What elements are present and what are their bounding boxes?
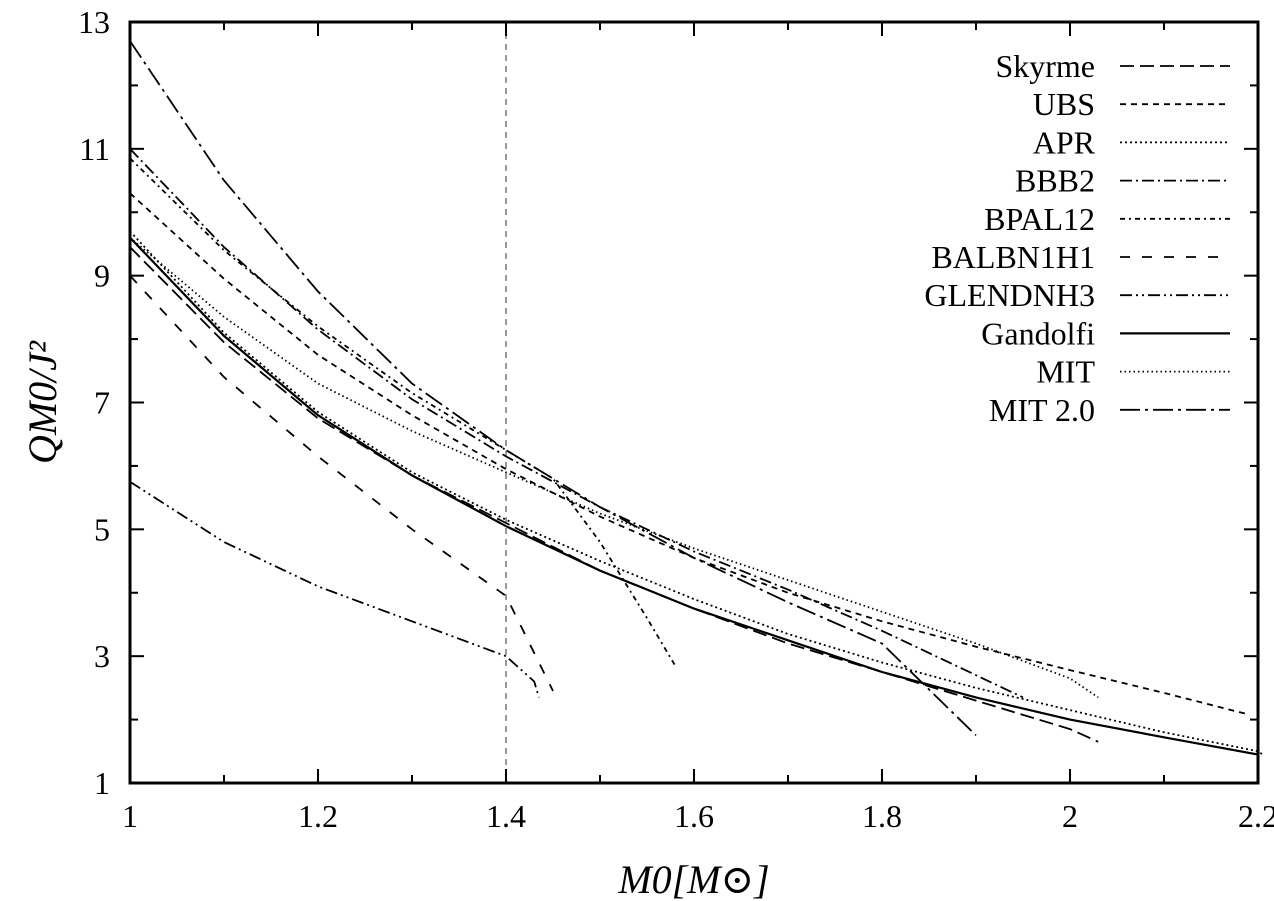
y-tick-label: 3 — [94, 638, 110, 674]
legend-label: BBB2 — [1015, 163, 1095, 199]
x-tick-label: 2 — [1062, 798, 1078, 834]
x-tick-label: 1.4 — [486, 798, 526, 834]
legend: SkyrmeUBSAPRBBB2BPAL12BALBN1H1GLENDNH3Ga… — [924, 48, 1230, 428]
series-line-mit-2-0 — [129, 40, 977, 737]
series-line-gandolfi — [129, 236, 1260, 764]
y-tick-label: 9 — [94, 258, 110, 294]
y-tick-label: 11 — [79, 131, 110, 167]
legend-label: Gandolfi — [981, 315, 1095, 351]
y-tick-label: 13 — [78, 4, 110, 40]
y-tick-label: 7 — [94, 385, 110, 421]
y-axis-label: QM0/J² — [20, 340, 65, 464]
series-line-apr — [129, 230, 1264, 756]
x-tick-label: 2.2 — [1238, 798, 1274, 834]
series-layer — [129, 40, 1264, 764]
x-axis-label: M0[M⊙] — [617, 857, 769, 901]
legend-label: MIT — [1036, 354, 1095, 390]
x-tick-label: 1.8 — [862, 798, 902, 834]
legend-label: BPAL12 — [984, 201, 1095, 237]
series-line-balbn1h1 — [129, 275, 554, 692]
series-line-skyrme — [129, 246, 1099, 743]
x-tick-label: 1.2 — [298, 798, 338, 834]
x-tick-label: 1.6 — [674, 798, 714, 834]
legend-label: APR — [1033, 124, 1096, 160]
legend-label: BALBN1H1 — [931, 239, 1095, 275]
y-tick-label: 1 — [94, 765, 110, 801]
x-tick-label: 1 — [122, 798, 138, 834]
legend-label: MIT 2.0 — [989, 392, 1095, 428]
series-line-mit — [129, 236, 1099, 699]
y-tick-label: 5 — [94, 511, 110, 547]
legend-label: GLENDNH3 — [924, 277, 1095, 313]
series-line-glendnh3 — [129, 481, 540, 698]
legend-label: Skyrme — [995, 48, 1095, 84]
legend-label: UBS — [1033, 86, 1095, 122]
